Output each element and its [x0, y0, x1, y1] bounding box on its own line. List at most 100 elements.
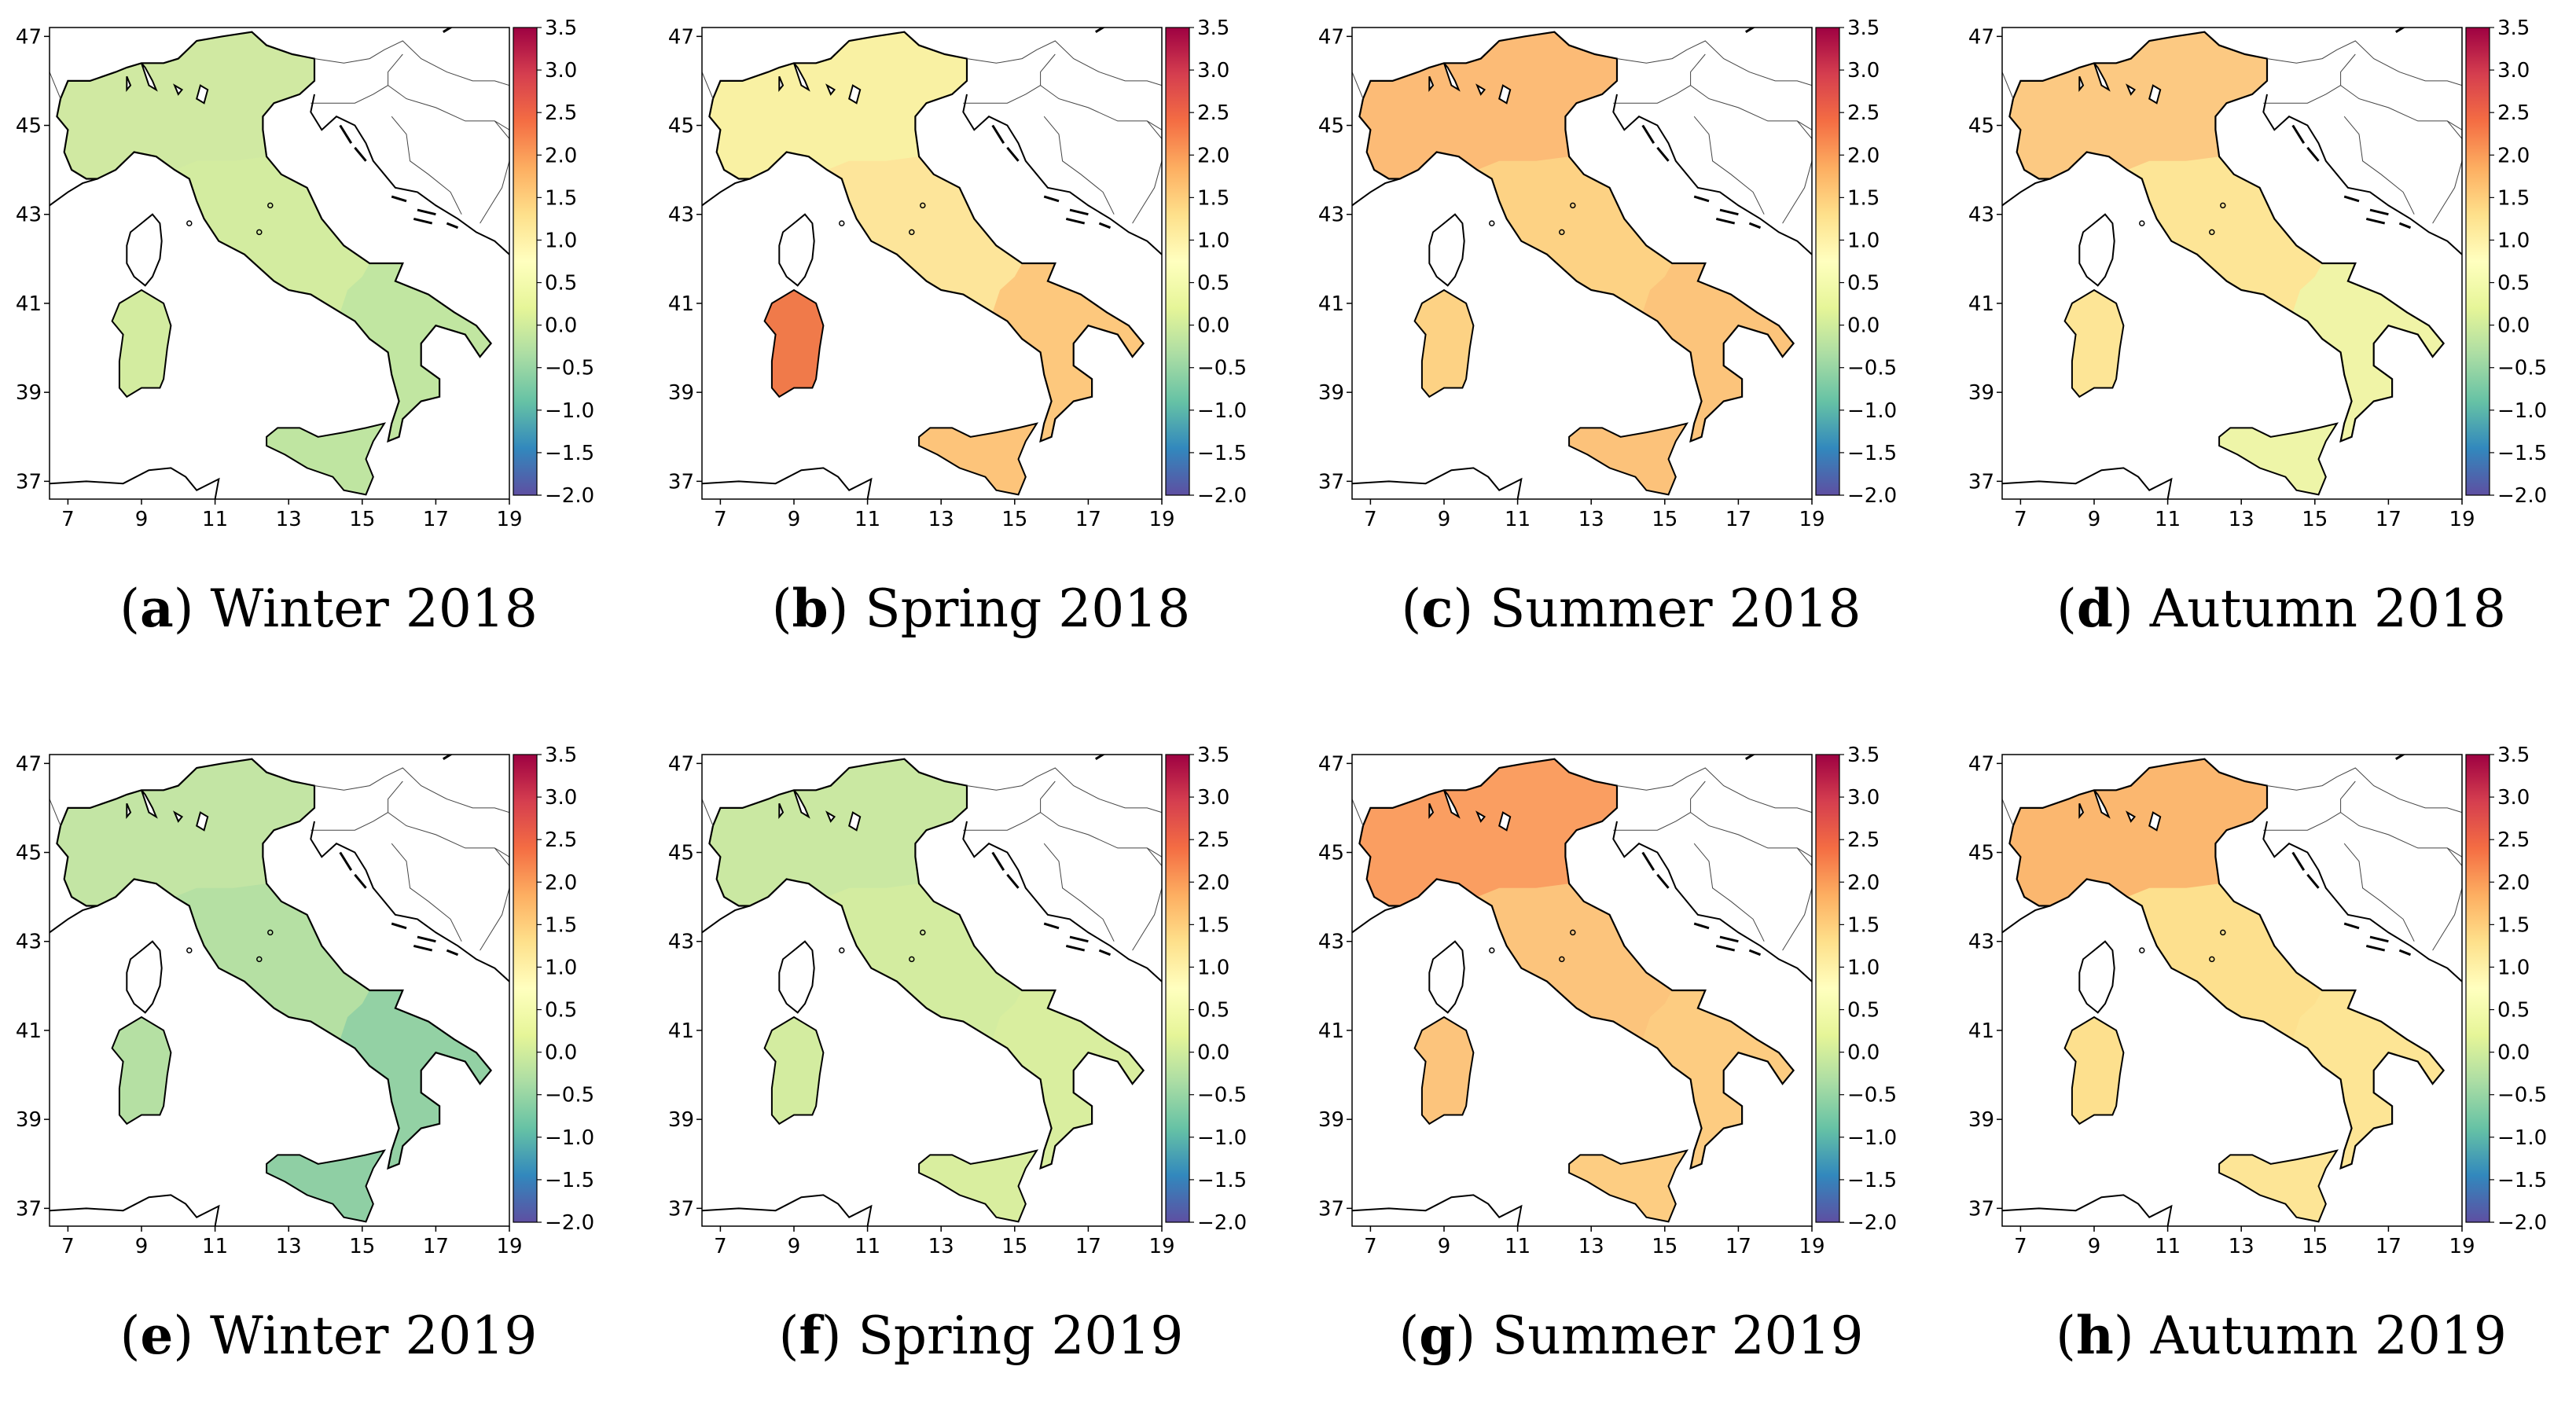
x-tick-label: 9: [135, 508, 149, 531]
croatia-coast: [310, 94, 509, 255]
colorbar-tick-label: 0.0: [2497, 1041, 2530, 1065]
y-tick-label: 41: [16, 292, 42, 316]
colorbar-tick-label: 1.5: [1847, 186, 1880, 210]
colorbar-tick-label: 1.0: [1197, 956, 1229, 979]
colorbar-tick-label: −1.0: [1197, 1126, 1247, 1150]
x-tick-label: 15: [2302, 1235, 2328, 1258]
y-tick-label: 39: [1968, 1108, 1994, 1132]
islet-1: [256, 229, 263, 236]
lake-0: [141, 789, 158, 819]
lake-0: [1443, 62, 1461, 92]
y-tick-label: 39: [668, 1108, 694, 1132]
bosnia-border: [2343, 843, 2415, 942]
map-geography: [50, 755, 509, 1226]
y-tick-label: 47: [1318, 752, 1344, 776]
italy-south-shade: [992, 990, 1144, 1169]
swiss-border: [2002, 799, 2014, 826]
island-2: [1043, 922, 1060, 930]
x-tick-label: 11: [202, 1235, 228, 1258]
x-tick-label: 7: [714, 1235, 727, 1258]
bosnia-border: [391, 116, 462, 215]
panel-f: 7 9 11 13 15 17 19 47 45 43 41 39 37 3.5 3.0 2.5 2.0 1.5 1…: [668, 743, 1272, 1403]
slovenia-border: [311, 53, 403, 104]
italy-coastline: [708, 758, 1145, 1170]
croatia-border: [1690, 812, 1812, 858]
lake-2: [2148, 811, 2162, 832]
colorbar-tick-label: −0.5: [2497, 1084, 2547, 1107]
island-3: [1719, 935, 1739, 943]
italy-south-shade: [340, 263, 491, 442]
map-e: 7 9 11 13 15 17 19 47 45 43 41 39 37 3.5 3.0 2.5 2.0 1.5 1…: [16, 744, 594, 1258]
caption-title: Winter 2019: [210, 1306, 538, 1366]
island-2: [391, 195, 407, 203]
france-coast: [2002, 178, 2051, 207]
map-frame: [1351, 754, 1813, 1227]
colorbar-tick-label: 2.0: [545, 144, 577, 167]
lake-0: [793, 789, 810, 819]
austria-border: [314, 767, 509, 814]
colorbar: [1165, 754, 1190, 1223]
island-1: [354, 146, 367, 162]
y-tick-label: 43: [1968, 931, 1994, 954]
island-1: [354, 873, 367, 889]
lake-3: [825, 83, 836, 96]
lake-0: [793, 62, 810, 92]
colorbar-tick-label: 0.0: [545, 1041, 577, 1065]
serbia-border: [480, 847, 509, 951]
croatia-border: [1040, 812, 1162, 858]
colorbar-tick-label: −0.5: [545, 1084, 594, 1107]
swiss-border: [2002, 72, 2014, 99]
lake-3: [173, 810, 184, 823]
colorbar-tick-label: 3.5: [1197, 744, 1229, 767]
panel-d: 7 9 11 13 15 17 19 47 45 43 41 39 37 3.5 3.0 2.5 2.0 1.5 1…: [1968, 16, 2572, 676]
colorbar-tick-label: 0.0: [545, 314, 577, 338]
serbia-border: [480, 120, 509, 224]
panel-e: 7 9 11 13 15 17 19 47 45 43 41 39 37 3.5 3.0 2.5 2.0 1.5 1…: [16, 743, 619, 1403]
islet-1: [1559, 229, 1565, 236]
colorbar-tick-label: −1.0: [545, 1126, 594, 1150]
sardinia: [2063, 1016, 2125, 1126]
x-tick-label: 19: [1148, 1235, 1174, 1258]
colorbar-tick-label: −1.5: [1197, 442, 1247, 465]
colorbar-tick-label: 1.0: [2497, 229, 2530, 252]
colorbar-tick-label: 2.0: [2497, 144, 2530, 167]
x-tick-label: 9: [135, 1235, 149, 1258]
caption-title: Autumn 2018: [2149, 578, 2506, 639]
x-tick-label: 11: [1505, 1235, 1531, 1258]
islet-2: [1489, 220, 1495, 226]
colorbar-tick-label: 1.5: [1197, 913, 1229, 937]
italy-north-shade: [709, 758, 967, 906]
sardinia: [763, 288, 825, 398]
islet-1: [1559, 956, 1565, 963]
island-5: [446, 949, 459, 957]
island-4: [2365, 944, 2386, 952]
islet-1: [256, 956, 263, 963]
caption-letter: a: [139, 578, 174, 639]
map-geography: [2002, 755, 2462, 1226]
panel-b: 7 9 11 13 15 17 19 47 45 43 41 39 37 3.5 3.0 2.5 2.0 1.5 1…: [668, 16, 1272, 676]
austria-border: [1616, 767, 1812, 814]
island-0: [1641, 851, 1655, 871]
africa-coast: [2002, 467, 2173, 499]
france-coast: [50, 178, 98, 207]
sardinia: [1413, 288, 1475, 398]
austria-border: [314, 40, 509, 86]
corsica: [778, 213, 815, 287]
france-coast: [702, 178, 751, 207]
island-0: [991, 851, 1005, 871]
x-tick-label: 7: [61, 1235, 75, 1258]
x-tick-label: 15: [349, 508, 375, 531]
x-tick-label: 17: [423, 508, 449, 531]
x-tick-label: 13: [1578, 508, 1604, 531]
italy-south-shade: [1642, 990, 1794, 1169]
x-tick-label: 7: [2014, 1235, 2027, 1258]
islet-0: [1570, 929, 1576, 936]
islet-0: [920, 929, 926, 936]
croatia-border: [2340, 812, 2462, 858]
colorbar-tick-label: −0.5: [1197, 1084, 1247, 1107]
italy-north-shade: [57, 758, 315, 906]
africa-coast: [1352, 467, 1523, 499]
y-tick-label: 47: [1968, 752, 1994, 776]
swiss-border: [1352, 72, 1364, 99]
